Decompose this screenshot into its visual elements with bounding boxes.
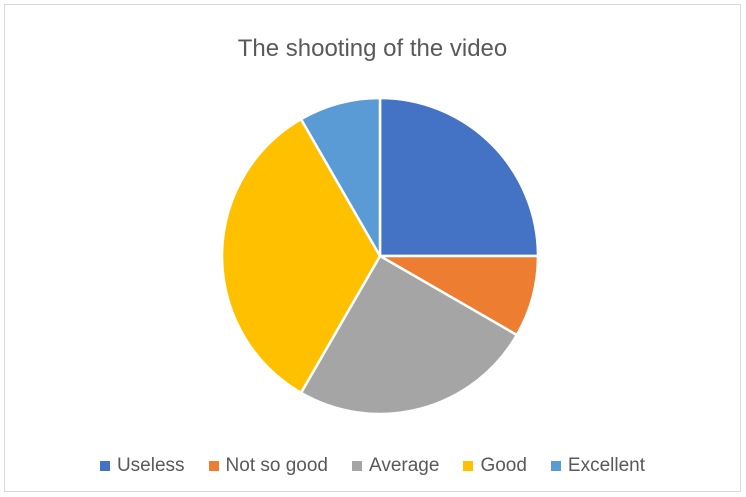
legend-label: Useless xyxy=(116,455,185,476)
legend-swatch-excellent xyxy=(550,461,561,471)
chart-legend: Useless Not so good Average Good Excellent xyxy=(5,455,740,477)
pie-slice-excellent xyxy=(299,96,382,258)
legend-label: Average xyxy=(369,455,440,476)
pie-chart xyxy=(220,96,540,416)
legend-swatch-average xyxy=(352,461,362,471)
chart-area: The shooting of the video Useless Not so … xyxy=(4,4,741,492)
legend-item-useless: Useless xyxy=(99,455,185,477)
legend-label: Not so good xyxy=(225,455,328,476)
legend-swatch-useless xyxy=(99,461,110,471)
legend-label: Excellent xyxy=(567,455,646,476)
chart-title: The shooting of the video xyxy=(237,35,508,62)
legend-label: Good xyxy=(480,455,527,476)
legend-item-excellent: Excellent xyxy=(550,455,646,477)
legend-item-average: Average xyxy=(352,455,439,477)
legend-item-good: Good xyxy=(463,455,527,477)
legend-item-not-so-good: Not so good xyxy=(208,455,328,477)
legend-swatch-not-so-good xyxy=(208,461,219,471)
pie-slice-useless xyxy=(378,96,540,258)
pie-slice-average xyxy=(299,254,519,416)
legend-swatch-good xyxy=(463,461,474,471)
